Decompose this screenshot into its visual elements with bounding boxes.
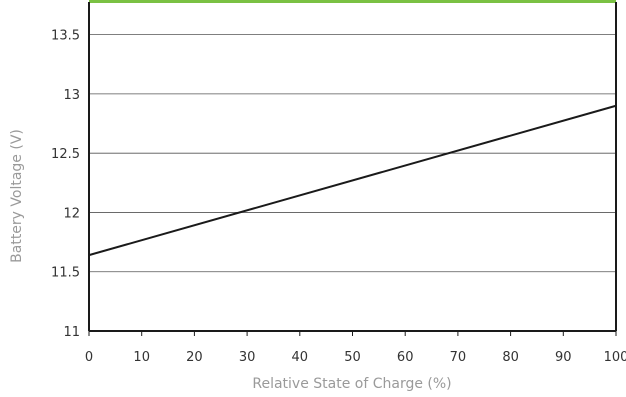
series-line-0	[88, 104, 617, 257]
y-tick-labels: 11 11.5 12 12.5 13 13.5	[51, 29, 80, 340]
y-tick-label: 11.5	[51, 266, 80, 281]
x-tick-label: 0	[85, 350, 93, 365]
gridlines	[89, 34, 616, 273]
x-tick-label: 80	[502, 350, 519, 365]
y-tick-label: 13	[63, 88, 80, 103]
x-axis-title: Relative State of Charge (%)	[252, 376, 451, 392]
y-tick-label: 11	[63, 325, 80, 340]
x-tick-label: 60	[397, 350, 414, 365]
x-tick-labels: 0 10 20 30 40 50 60 70 80 90 100	[85, 350, 626, 365]
y-tick-label: 12	[63, 206, 80, 221]
x-tick-label: 50	[344, 350, 361, 365]
x-tick-label: 70	[450, 350, 467, 365]
series-layer	[88, 104, 617, 257]
x-tick-label: 10	[133, 350, 150, 365]
y-tick-label: 12.5	[51, 147, 80, 162]
x-tick-label: 30	[239, 350, 256, 365]
y-axis-title: Battery Voltage (V)	[9, 129, 25, 263]
y-tick-label: 13.5	[51, 29, 80, 44]
x-tick-label: 20	[186, 350, 203, 365]
x-tick-label: 100	[604, 350, 626, 365]
x-tick-label: 90	[555, 350, 572, 365]
x-tick-label: 40	[292, 350, 309, 365]
axes	[88, 2, 617, 336]
